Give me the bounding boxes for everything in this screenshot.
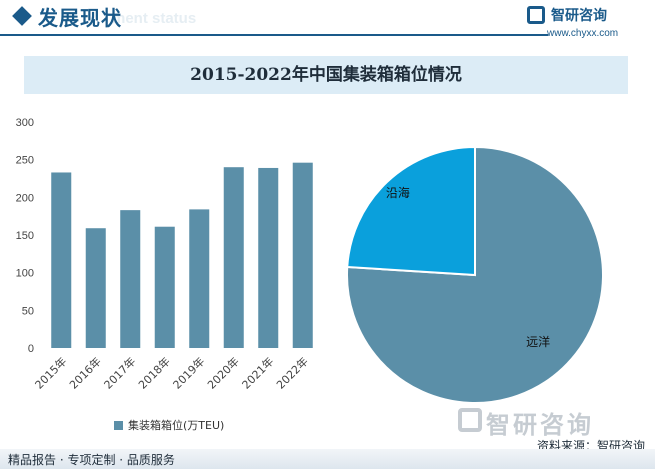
y-tick-label: 250 xyxy=(16,155,34,167)
footer-band xyxy=(0,449,655,469)
pie-slice xyxy=(346,145,604,404)
pie-label: 沿海 xyxy=(386,185,410,200)
brand-url: www.chyxx.com xyxy=(547,28,619,39)
header-divider xyxy=(0,34,548,36)
footer-tagline: 精品报告 · 专项定制 · 品质服务 xyxy=(8,453,175,467)
x-tick-label: 2019年 xyxy=(170,354,207,391)
pie-label: 远洋 xyxy=(526,334,550,349)
legend-label: 集装箱箱位(万TEU) xyxy=(128,419,225,432)
brand-logo-icon xyxy=(527,6,545,24)
section-title: 发展现状 xyxy=(38,6,122,30)
bar xyxy=(292,162,313,348)
x-tick-label: 2016年 xyxy=(66,354,103,391)
x-tick-label: 2015年 xyxy=(32,354,69,391)
bar xyxy=(189,209,210,348)
bar xyxy=(51,172,72,348)
y-tick-label: 50 xyxy=(22,305,34,317)
bar-legend: 集装箱箱位(万TEU) xyxy=(114,417,224,433)
footer-brand: 智研咨询 xyxy=(486,411,594,439)
x-tick-label: 2022年 xyxy=(273,354,310,391)
brand: 智研咨询 www.chyxx.com xyxy=(527,4,637,40)
y-tick-label: 0 xyxy=(28,343,34,355)
legend-swatch xyxy=(114,421,123,430)
bar xyxy=(120,210,141,348)
bar xyxy=(258,167,279,348)
y-tick-label: 150 xyxy=(16,230,34,242)
x-tick-label: 2018年 xyxy=(135,354,172,391)
brand-name: 智研咨询 xyxy=(551,8,607,24)
section-subtitle: ment status xyxy=(112,10,197,27)
y-tick-label: 300 xyxy=(16,117,34,129)
chart-title: 2015-2022年中国集装箱箱位情况 xyxy=(24,56,628,94)
x-tick-label: 2021年 xyxy=(239,354,276,391)
y-tick-label: 100 xyxy=(16,268,34,280)
pie-slice xyxy=(346,145,476,277)
bar xyxy=(85,228,106,348)
header: ment status 发展现状 智研咨询 www.chyxx.com xyxy=(0,0,655,44)
y-tick-label: 200 xyxy=(16,192,34,204)
bar xyxy=(154,226,175,348)
footer-logo-icon xyxy=(458,408,482,432)
bar xyxy=(223,167,244,348)
x-tick-label: 2017年 xyxy=(101,354,138,391)
x-tick-label: 2020年 xyxy=(204,354,241,391)
